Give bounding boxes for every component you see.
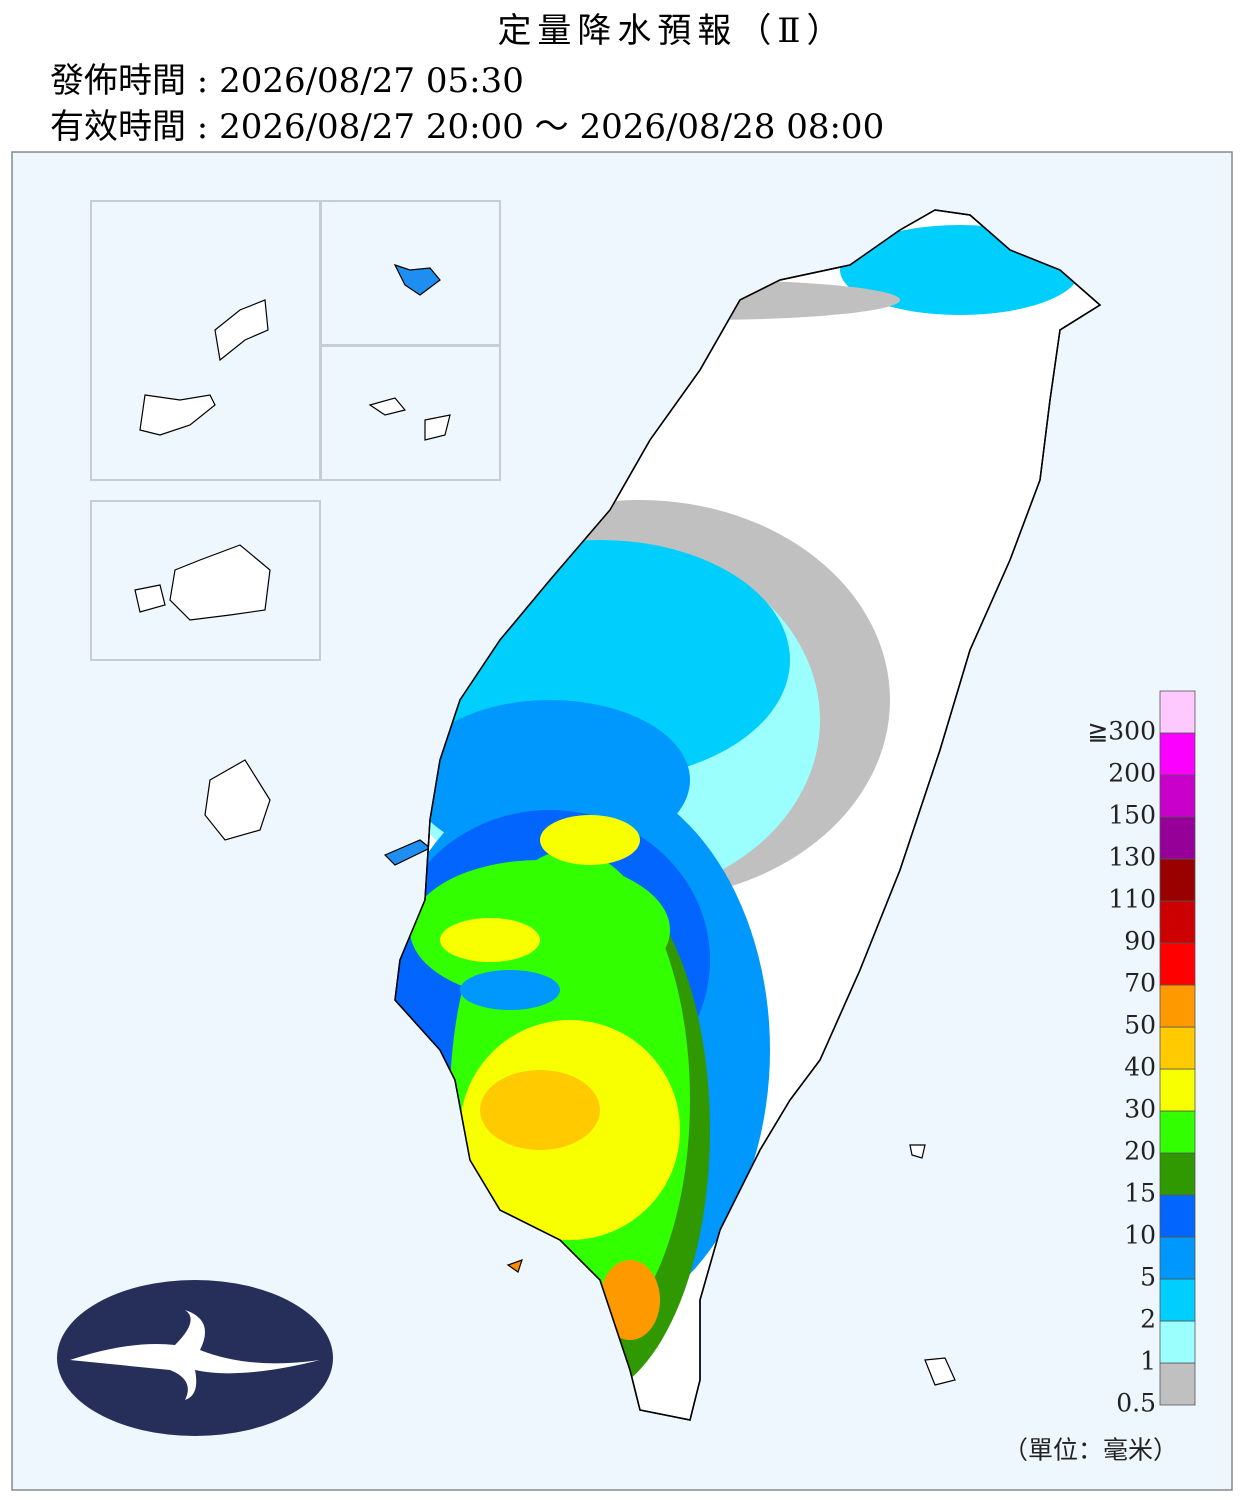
legend-label: 15: [1124, 1179, 1156, 1208]
legend-label: 1: [1140, 1347, 1156, 1376]
legend-swatch: [1159, 690, 1196, 734]
legend-label: 10: [1124, 1221, 1156, 1250]
legend-swatch: [1159, 942, 1196, 986]
legend-label: 0.5: [1116, 1389, 1156, 1418]
legend-swatch: [1159, 1194, 1196, 1238]
legend-swatch: [1159, 774, 1196, 818]
valid-time: 有效時間 : 2026/08/27 20:00 ～ 2026/08/28 08:…: [50, 107, 884, 147]
cwa-logo: [57, 1280, 333, 1436]
legend-swatch: [1159, 900, 1196, 944]
legend-label: 200: [1108, 759, 1156, 788]
issued-time: 發佈時間 : 2026/08/27 05:30: [50, 61, 524, 101]
legend-label: 40: [1124, 1053, 1156, 1082]
unit-label: （單位：毫米）: [1003, 1436, 1178, 1465]
islands: [134, 263, 956, 1386]
legend-swatch: [1159, 816, 1196, 860]
legend-label: 110: [1108, 885, 1156, 914]
legend-swatch: [1159, 1026, 1196, 1070]
legend-swatch: [1159, 1236, 1196, 1280]
legend-label: 5: [1140, 1263, 1156, 1292]
legend: 0.5 1 2 5 10 15 20 30 40 50 70 90 110 130 150 200 ≧300: [1087, 690, 1196, 1418]
legend-swatch: [1159, 984, 1196, 1028]
inset-frames: [90, 200, 501, 661]
legend-swatch: [1159, 1110, 1196, 1154]
legend-label: ≧300: [1087, 717, 1156, 746]
legend-label: 50: [1124, 1011, 1156, 1040]
legend-swatch: [1159, 1362, 1196, 1406]
legend-label: 2: [1140, 1305, 1156, 1334]
legend-label: 130: [1108, 843, 1156, 872]
legend-label: 20: [1124, 1137, 1156, 1166]
legend-label: 30: [1124, 1095, 1156, 1124]
legend-label: 90: [1124, 927, 1156, 956]
legend-swatch: [1159, 1278, 1196, 1322]
legend-label: 150: [1108, 801, 1156, 830]
legend-swatch: [1159, 1320, 1196, 1364]
legend-swatch: [1159, 1152, 1196, 1196]
legend-label: 70: [1124, 969, 1156, 998]
legend-swatch: [1159, 1068, 1196, 1112]
title: 定量降水預報（Ⅱ）: [497, 11, 846, 51]
legend-swatch: [1159, 858, 1196, 902]
legend-swatch: [1159, 732, 1196, 776]
